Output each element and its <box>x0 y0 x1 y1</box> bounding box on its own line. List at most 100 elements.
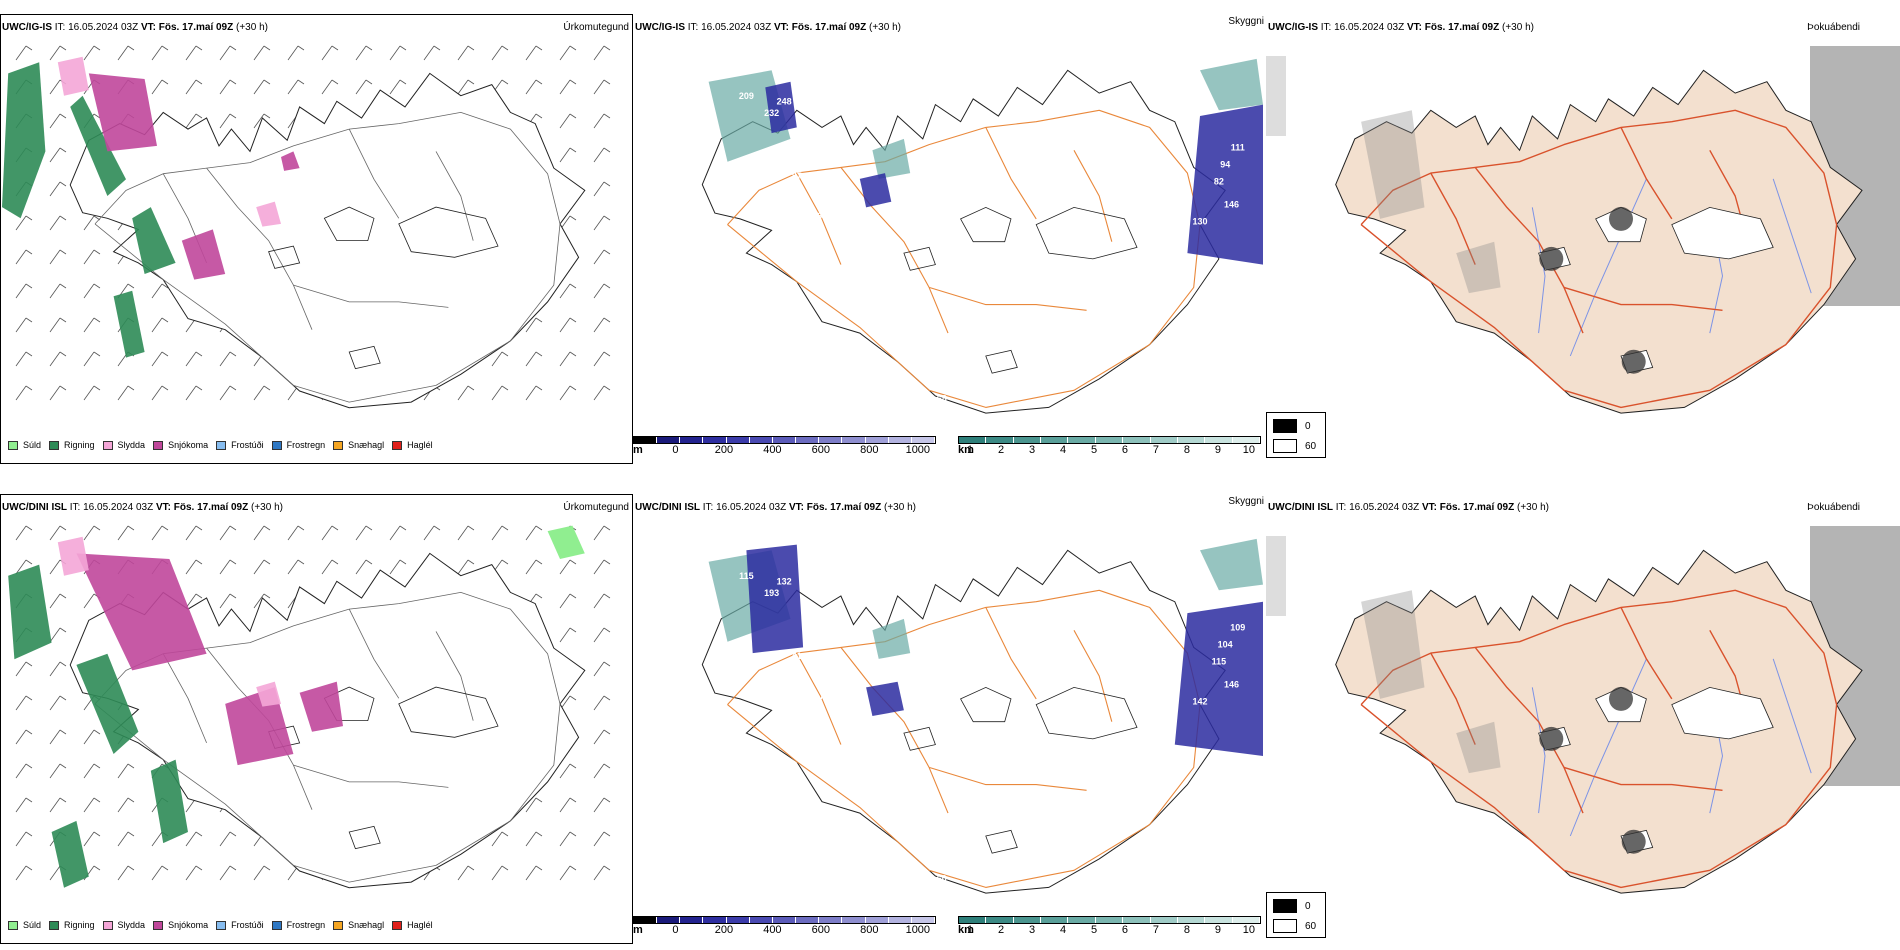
colorbar-cell <box>1095 917 1124 923</box>
snow-area <box>76 553 207 671</box>
fog-map <box>1266 526 1900 894</box>
snow-area <box>225 687 294 766</box>
road-line <box>348 128 400 219</box>
colorbar-tick: 9 <box>1214 924 1221 936</box>
colorbar-cell <box>1205 437 1233 443</box>
colorbar-tick: 7 <box>1152 444 1160 456</box>
wind-barb <box>593 695 611 711</box>
panel-precip-row1: UWC/IG-IS IT: 16.05.2024 03Z VT: Fös. 17… <box>0 12 633 464</box>
colorbar-cell <box>796 917 820 923</box>
colorbar-cell <box>1205 917 1233 923</box>
wind-barb <box>49 525 67 541</box>
precip-map <box>2 45 611 409</box>
colorbar-tick: 200 <box>714 444 734 456</box>
fog-area <box>1456 241 1501 294</box>
wind-barb <box>457 79 475 95</box>
fog-area <box>1361 590 1425 699</box>
cloudbase-value: 115 <box>739 571 754 581</box>
cloudbase-value: 111 <box>1231 142 1245 152</box>
colorbar-cell <box>726 917 750 923</box>
wind-barb <box>117 385 135 401</box>
lead-time: (+30 h) <box>884 502 916 513</box>
river-line <box>1569 178 1647 357</box>
colorbar-ticks: m 0 200 400 600 800 1000 <box>633 444 936 456</box>
lead-time: (+30 h) <box>1517 502 1549 513</box>
wind-barb <box>593 215 611 231</box>
wind-barb <box>151 317 169 333</box>
colorbar-tick: 400 <box>763 444 782 456</box>
it-label: IT: <box>687 22 699 33</box>
road-line <box>796 172 842 265</box>
panel-fog-row2: UWC/DINI ISL IT: 16.05.2024 03Z VT: Fös.… <box>1266 492 1900 944</box>
colorbar-ticks: km 1 2 3 4 5 6 7 8 9 10 <box>958 444 1261 456</box>
rain-area <box>132 207 176 274</box>
wind-barb <box>321 559 339 575</box>
wind-barb <box>185 45 203 61</box>
colorbar-cells <box>958 436 1261 444</box>
wind-barb <box>219 593 237 609</box>
road-line <box>1474 646 1584 814</box>
fog-key: 0 60 <box>1266 412 1326 458</box>
wind-barb <box>525 351 543 367</box>
it-value: 16.05.2024 03Z <box>1334 22 1405 33</box>
vt-label: VT: <box>140 22 156 33</box>
wind-barb <box>15 763 33 779</box>
wind-barb <box>117 763 135 779</box>
wind-barb <box>49 147 67 163</box>
road-line <box>1474 166 1584 334</box>
legend-swatch <box>49 920 60 930</box>
legend-label: Snæhagl <box>348 440 385 450</box>
legend-label: Snæhagl <box>348 920 385 930</box>
vt-label: VT: <box>773 22 789 33</box>
wind-barb <box>15 797 33 813</box>
wind-barb <box>355 559 373 575</box>
colorbar-cell <box>888 437 912 443</box>
fog-key-low: 60 <box>1273 919 1316 933</box>
glacier-outline <box>323 206 375 242</box>
wind-barb <box>593 763 611 779</box>
road-line <box>928 286 1087 311</box>
fog-key-low: 60 <box>1273 439 1316 453</box>
cloudbase-value: 130 <box>1192 217 1207 227</box>
wind-barb <box>219 351 237 367</box>
colorbar-cell <box>680 437 704 443</box>
snow-area <box>281 151 300 171</box>
road-line <box>1360 589 1838 889</box>
wind-barb <box>321 525 339 541</box>
cloudbase-value: 94 <box>1220 159 1230 169</box>
legend-label: Haglél <box>407 440 433 450</box>
road-line <box>1430 652 1476 745</box>
wind-barb <box>49 729 67 745</box>
colorbar-cell <box>772 917 797 923</box>
cloudbase-value: 60 <box>817 211 827 221</box>
panel-precip-row2: UWC/DINI ISL IT: 16.05.2024 03Z VT: Fös.… <box>0 492 633 944</box>
wind-barb <box>593 797 611 813</box>
fog-key-low-swatch <box>1273 919 1297 933</box>
wind-barb <box>559 797 577 813</box>
legend-swatch <box>153 920 164 930</box>
iceland-coastline <box>69 72 586 409</box>
colorbar-cell <box>1041 917 1069 923</box>
wind-barb <box>491 351 509 367</box>
colorbar-tick: 200 <box>714 924 734 936</box>
cloudbase-value: 68 <box>937 394 947 404</box>
lead-time: (+30 h) <box>869 22 901 33</box>
wind-barb <box>185 385 203 401</box>
fog-spot <box>1539 246 1564 271</box>
legend-swatch <box>392 440 403 450</box>
wind-barb <box>355 45 373 61</box>
legend-label: Rigning <box>64 920 95 930</box>
fog-key: 0 60 <box>1266 892 1326 938</box>
colorbar-tick: 4 <box>1059 444 1067 456</box>
colorbar-tick: 400 <box>763 924 782 936</box>
road-line <box>94 112 561 403</box>
wind-barb <box>117 831 135 847</box>
river-line <box>1531 687 1546 814</box>
precip-map <box>8 525 611 889</box>
wind-barb <box>389 79 407 95</box>
road-line <box>435 631 474 721</box>
colorbar-cell <box>749 917 773 923</box>
colorbar-cell <box>680 917 704 923</box>
it-label: IT: <box>702 502 714 513</box>
wind-barb <box>219 525 237 541</box>
